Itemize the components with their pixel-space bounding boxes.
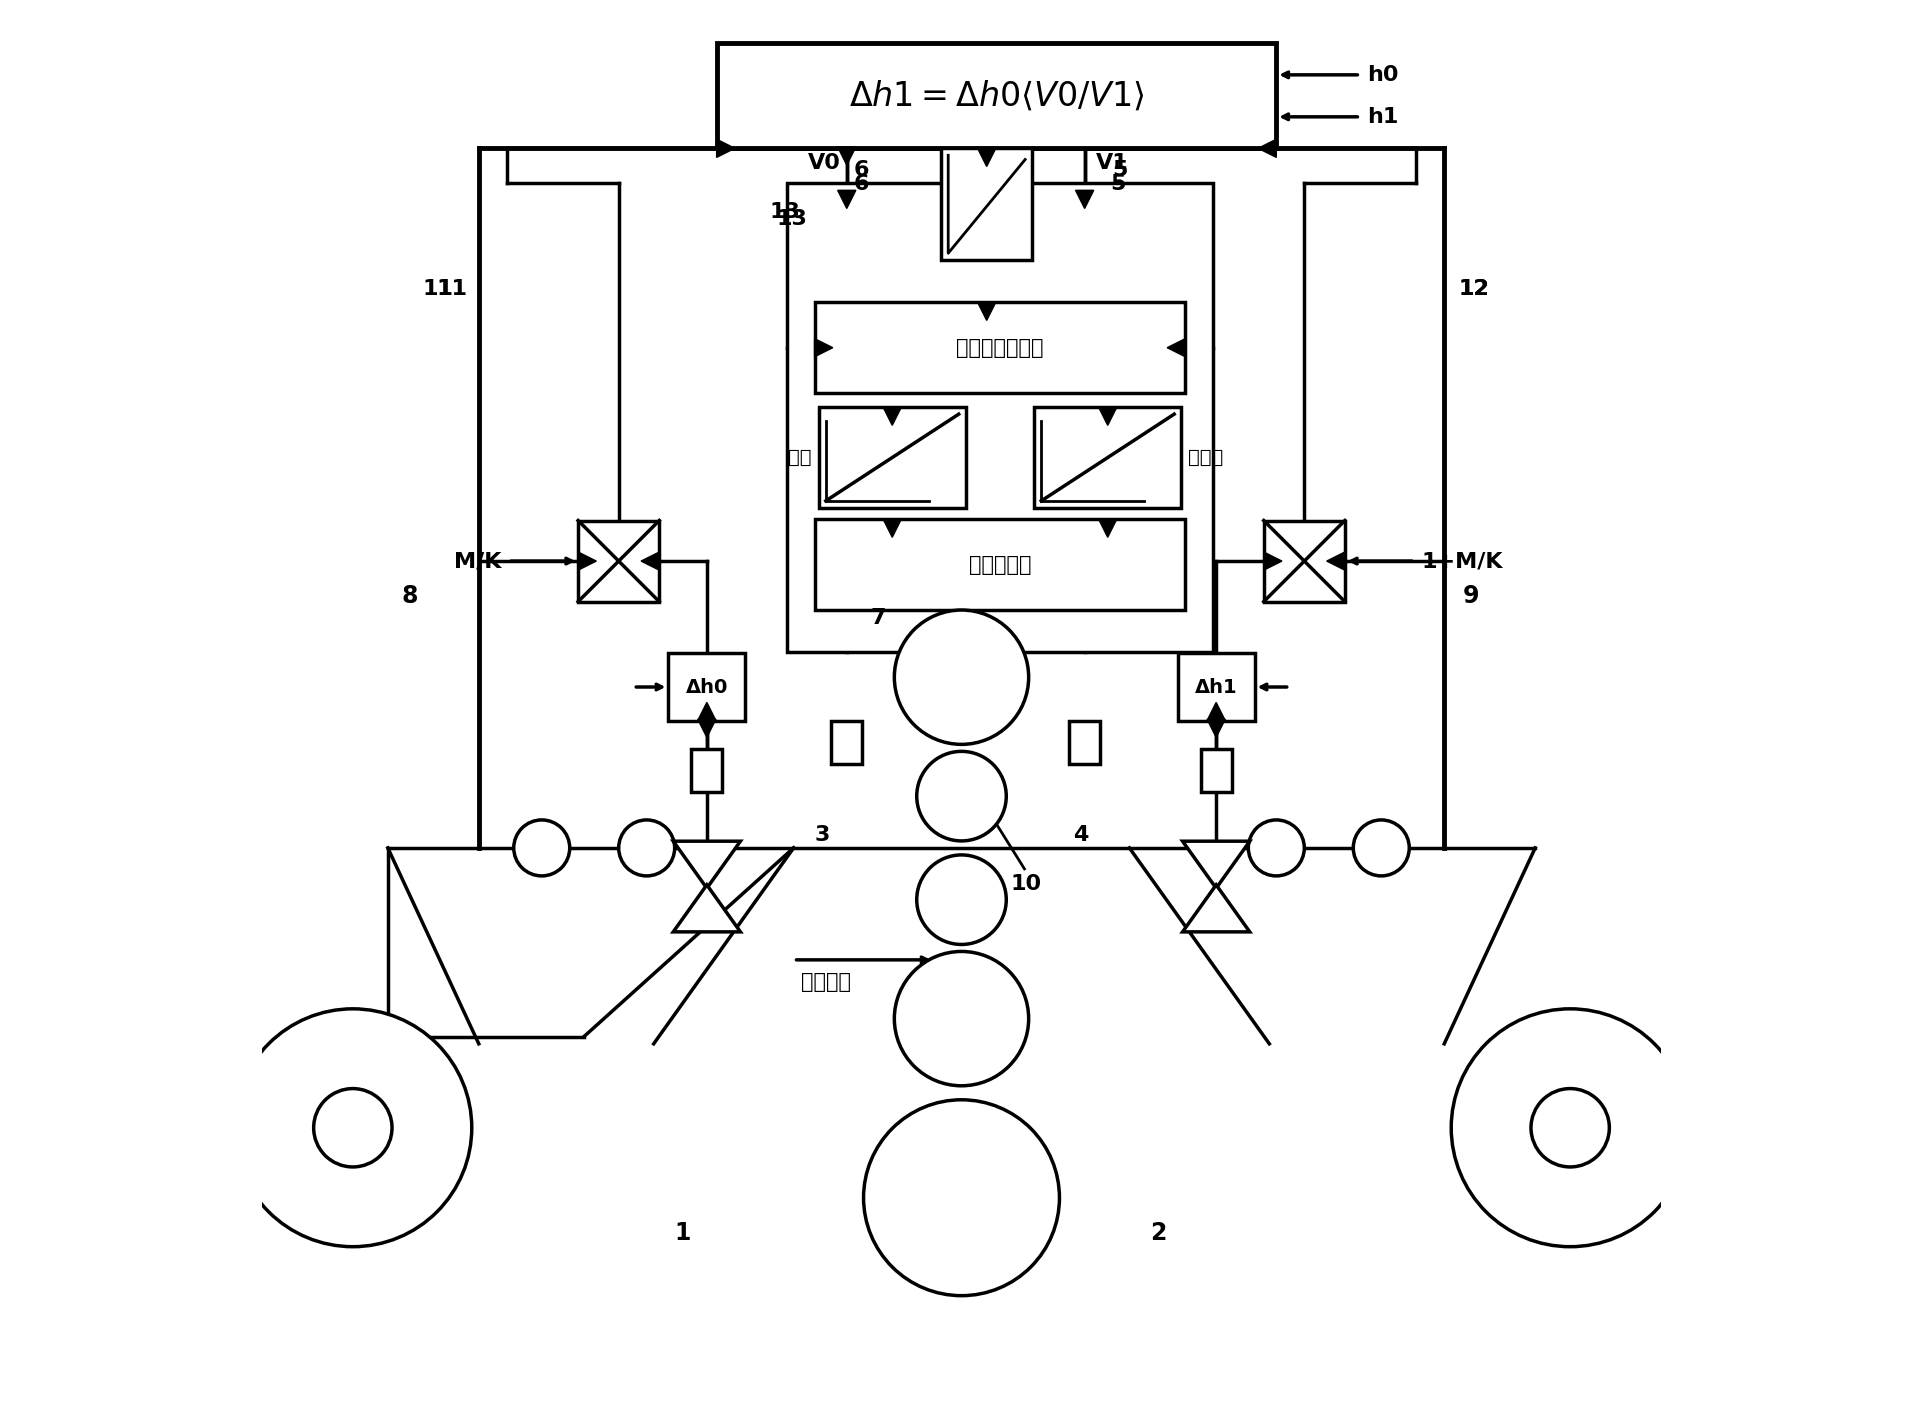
Circle shape: [313, 1088, 392, 1166]
Text: 液压压下缸: 液压压下缸: [969, 555, 1031, 575]
Text: 12: 12: [1458, 279, 1488, 299]
Polygon shape: [838, 191, 856, 209]
Circle shape: [1248, 820, 1304, 876]
Bar: [1263, 520, 1344, 601]
Bar: [1069, 721, 1100, 764]
Bar: [815, 519, 1185, 610]
Bar: [787, 184, 1213, 652]
Polygon shape: [1258, 139, 1277, 157]
Polygon shape: [1183, 841, 1250, 889]
Text: 11: 11: [423, 279, 454, 299]
Circle shape: [1452, 1009, 1688, 1246]
Text: 5: 5: [1110, 174, 1125, 195]
Bar: [717, 43, 1277, 149]
Text: Δh1: Δh1: [1194, 677, 1238, 697]
Text: 13: 13: [769, 202, 800, 223]
Polygon shape: [1327, 552, 1344, 571]
Text: 12: 12: [1458, 279, 1488, 299]
Circle shape: [235, 1009, 471, 1246]
Bar: [815, 303, 1185, 393]
Polygon shape: [579, 552, 596, 571]
Text: 5: 5: [1113, 160, 1129, 181]
Polygon shape: [1263, 552, 1283, 571]
Polygon shape: [673, 841, 740, 889]
Bar: [1035, 407, 1181, 508]
Bar: [940, 149, 1033, 261]
Polygon shape: [1208, 702, 1225, 721]
Polygon shape: [883, 407, 902, 425]
Circle shape: [917, 751, 1006, 841]
Bar: [1200, 749, 1231, 792]
Text: 1: 1: [675, 1221, 690, 1245]
Text: 6: 6: [854, 174, 869, 195]
Text: 1+M/K: 1+M/K: [1421, 551, 1504, 571]
Polygon shape: [838, 147, 856, 165]
Text: h1: h1: [1367, 107, 1398, 126]
Circle shape: [894, 952, 1029, 1085]
Text: 8: 8: [402, 585, 419, 608]
Text: 3: 3: [815, 824, 831, 845]
Text: 2: 2: [1150, 1221, 1167, 1245]
Text: $\Delta h1 = \Delta h0\langle V0/V1\rangle$: $\Delta h1 = \Delta h0\langle V0/V1\rang…: [848, 79, 1144, 112]
Bar: [692, 749, 723, 792]
Text: 9: 9: [1461, 585, 1479, 608]
Circle shape: [1531, 1088, 1610, 1166]
Polygon shape: [977, 303, 996, 321]
Bar: [819, 407, 965, 508]
Polygon shape: [1208, 719, 1225, 737]
Polygon shape: [673, 885, 740, 932]
Text: 6: 6: [854, 160, 869, 181]
Polygon shape: [815, 339, 833, 356]
Text: 才制力: 才制力: [1188, 449, 1223, 467]
Polygon shape: [883, 519, 902, 537]
Text: 10: 10: [1010, 873, 1042, 894]
Polygon shape: [1075, 191, 1094, 209]
Bar: [579, 520, 660, 601]
Polygon shape: [1098, 407, 1117, 425]
Polygon shape: [1098, 519, 1117, 537]
Bar: [669, 653, 746, 721]
Text: V0: V0: [808, 153, 840, 174]
Polygon shape: [977, 149, 996, 167]
Text: 13: 13: [777, 209, 808, 230]
Text: 位置: 位置: [788, 449, 812, 467]
Polygon shape: [640, 552, 660, 571]
Text: h0: h0: [1367, 64, 1398, 86]
Circle shape: [917, 855, 1006, 945]
Bar: [1177, 653, 1254, 721]
Circle shape: [894, 610, 1029, 744]
Text: 液压压下伺服阀: 液压压下伺服阀: [956, 338, 1044, 358]
Polygon shape: [1183, 885, 1250, 932]
Circle shape: [619, 820, 675, 876]
Circle shape: [863, 1099, 1060, 1295]
Circle shape: [513, 820, 569, 876]
Polygon shape: [717, 139, 735, 157]
Text: M/K: M/K: [454, 551, 502, 571]
Text: Δh0: Δh0: [687, 677, 729, 697]
Bar: [831, 721, 862, 764]
Text: 11: 11: [437, 279, 467, 299]
Text: V1: V1: [1096, 153, 1129, 174]
Text: 7: 7: [871, 608, 887, 628]
Text: 4: 4: [1073, 824, 1088, 845]
Text: 轧制方向: 轧制方向: [800, 972, 850, 991]
Polygon shape: [698, 719, 715, 737]
Circle shape: [1354, 820, 1410, 876]
Polygon shape: [1167, 339, 1185, 356]
Polygon shape: [698, 702, 715, 721]
